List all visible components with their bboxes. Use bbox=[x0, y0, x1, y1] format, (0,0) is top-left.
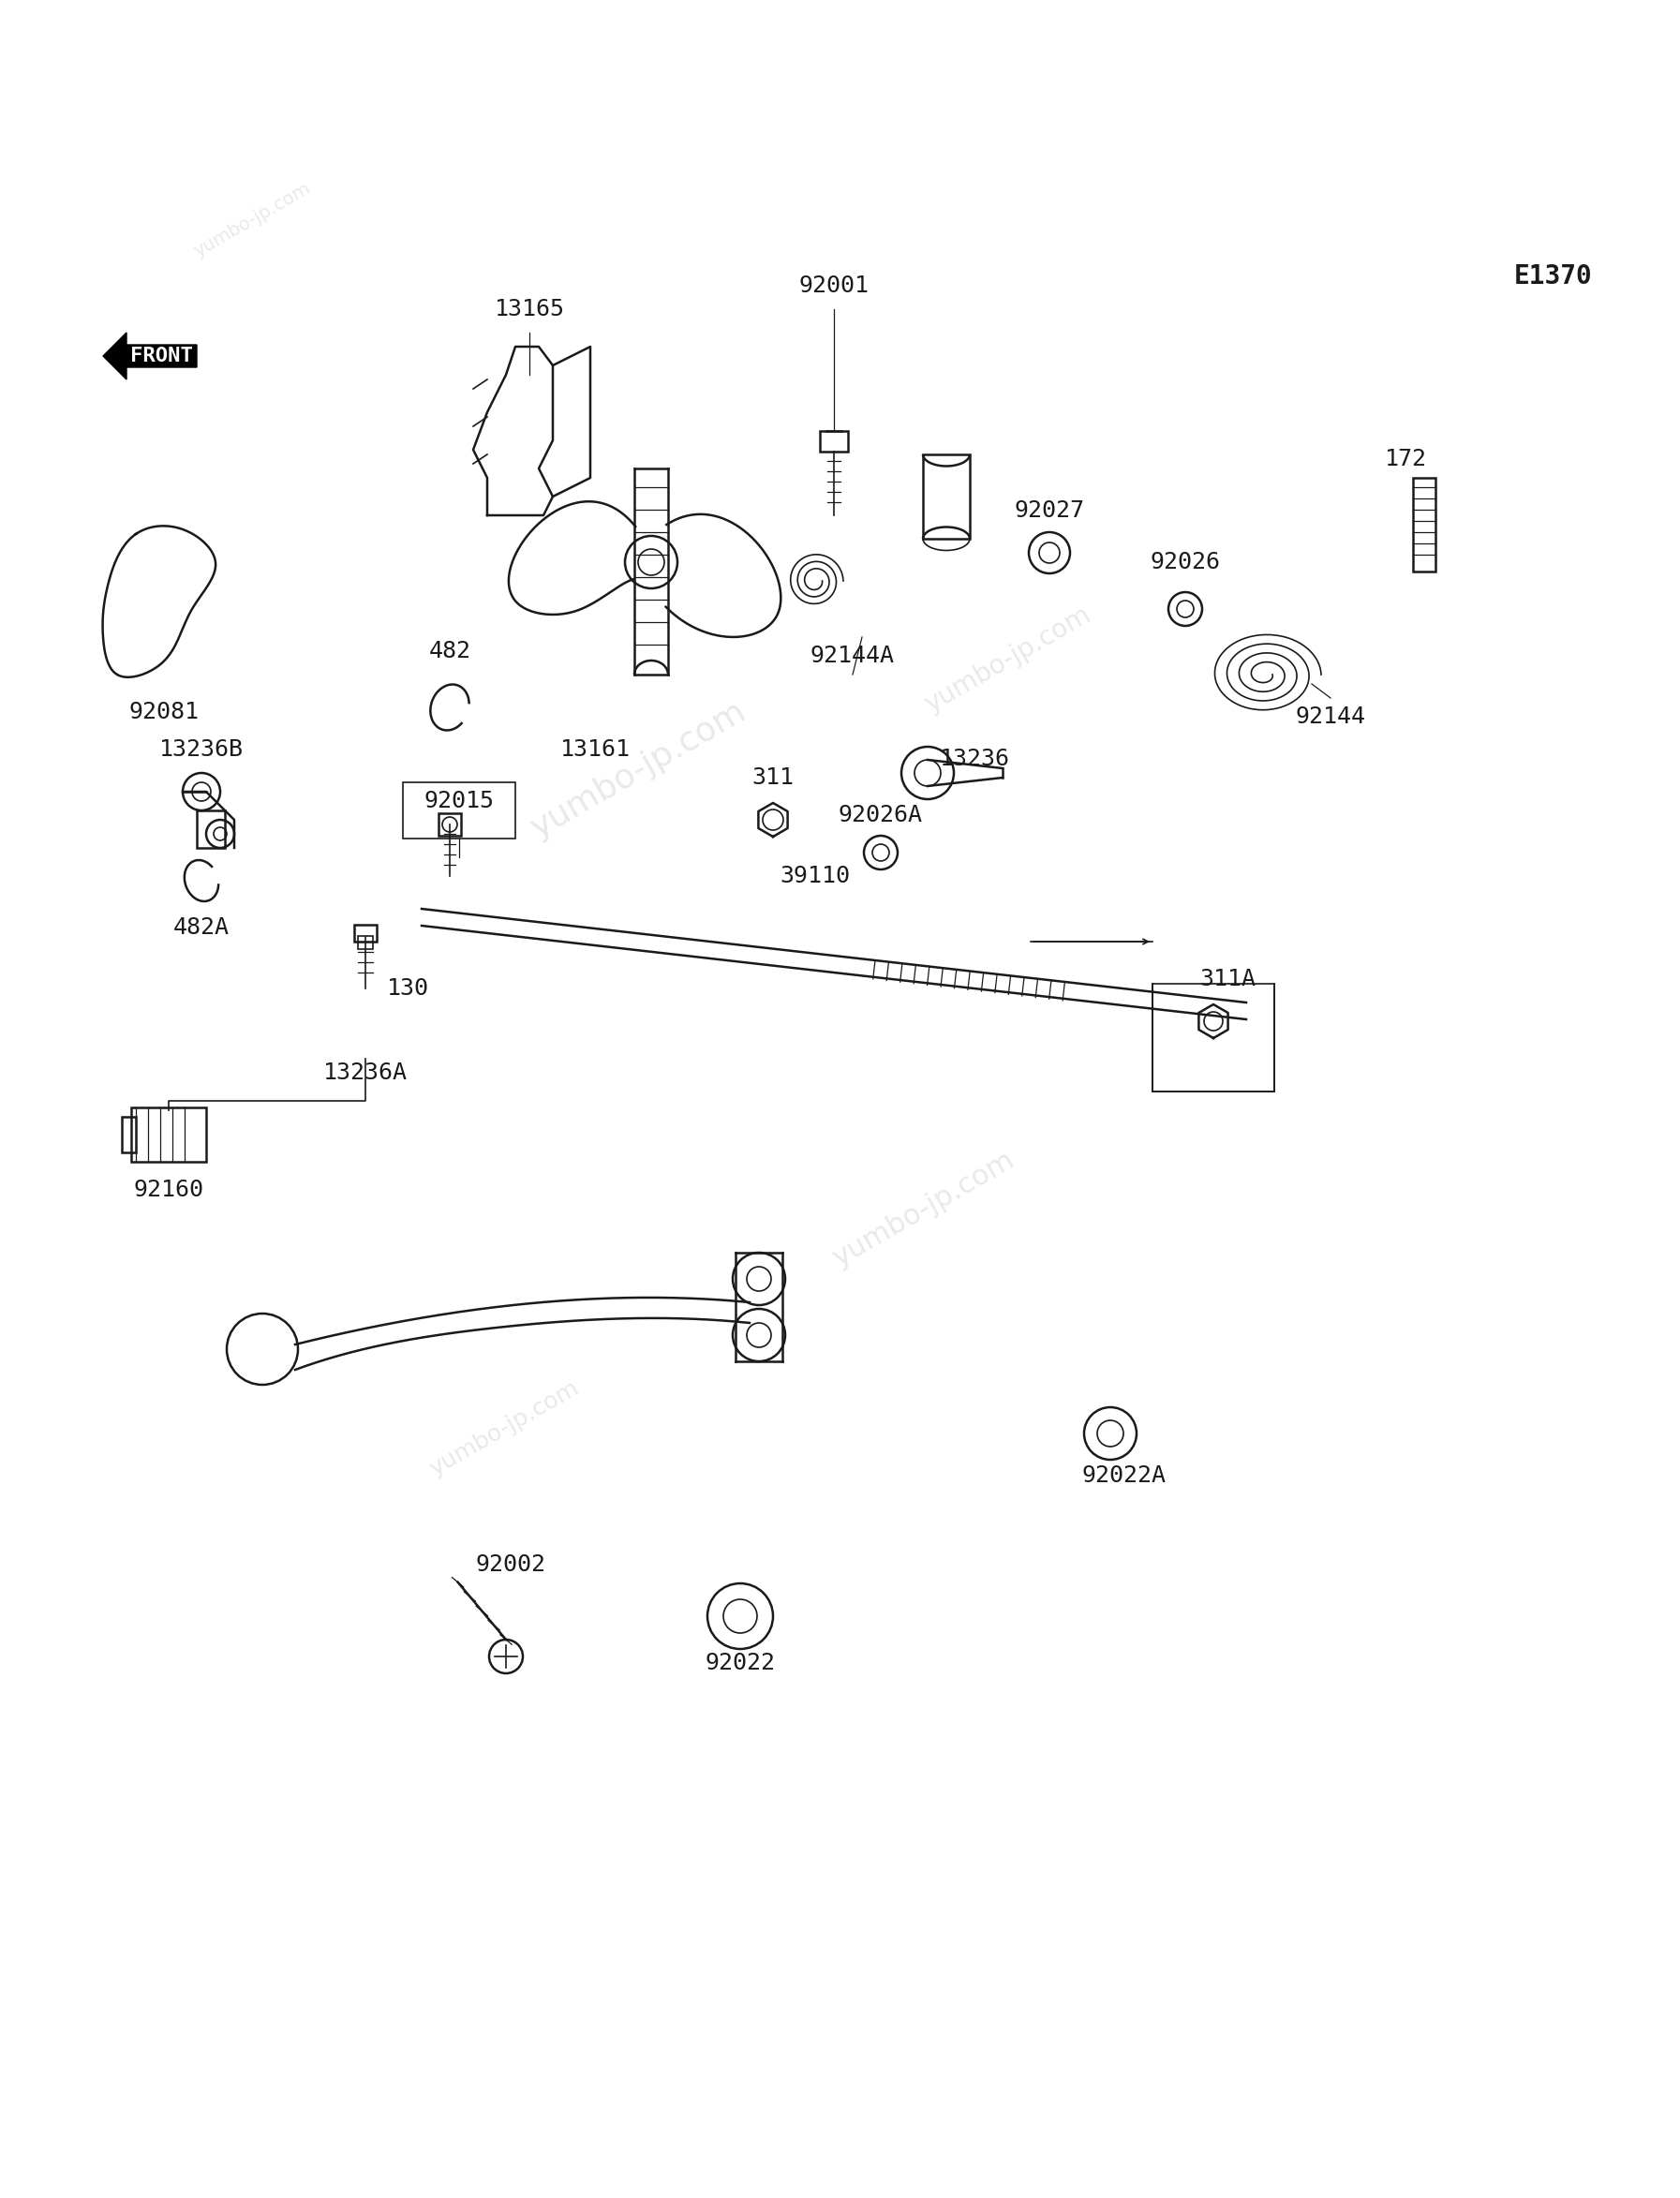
Text: 39110: 39110 bbox=[780, 864, 850, 888]
Text: 482: 482 bbox=[428, 640, 470, 662]
Text: yumbo-jp.com: yumbo-jp.com bbox=[190, 180, 314, 259]
Text: 92022: 92022 bbox=[706, 1651, 776, 1675]
Text: 92022A: 92022A bbox=[1082, 1464, 1166, 1486]
Text: 92160: 92160 bbox=[133, 1178, 203, 1200]
Text: 92081: 92081 bbox=[129, 701, 200, 723]
Text: 92026A: 92026A bbox=[838, 804, 922, 826]
Polygon shape bbox=[102, 332, 197, 380]
Text: 482A: 482A bbox=[173, 917, 230, 939]
Text: 92002: 92002 bbox=[475, 1554, 546, 1576]
Text: 130: 130 bbox=[386, 978, 428, 1000]
Text: 92026: 92026 bbox=[1151, 552, 1220, 574]
Text: E1370: E1370 bbox=[1514, 264, 1593, 290]
Text: 311: 311 bbox=[753, 767, 795, 789]
Text: 92015: 92015 bbox=[423, 789, 494, 813]
Text: yumbo-jp.com: yumbo-jp.com bbox=[921, 602, 1095, 717]
Text: yumbo-jp.com: yumbo-jp.com bbox=[526, 695, 751, 844]
Text: 13236A: 13236A bbox=[323, 1062, 408, 1084]
Text: 92144: 92144 bbox=[1295, 706, 1366, 728]
Text: 92001: 92001 bbox=[798, 275, 869, 297]
Text: FRONT: FRONT bbox=[129, 347, 193, 365]
Text: 13165: 13165 bbox=[494, 299, 564, 321]
Text: 92144A: 92144A bbox=[810, 644, 895, 666]
Text: 311A: 311A bbox=[1200, 967, 1255, 991]
Text: 172: 172 bbox=[1384, 448, 1426, 470]
Text: 13161: 13161 bbox=[559, 739, 630, 761]
Text: 13236: 13236 bbox=[939, 747, 1010, 769]
Text: yumbo-jp.com: yumbo-jp.com bbox=[425, 1376, 583, 1481]
Text: yumbo-jp.com: yumbo-jp.com bbox=[828, 1145, 1020, 1273]
Text: 92027: 92027 bbox=[1015, 499, 1085, 521]
Text: 13236B: 13236B bbox=[160, 739, 244, 761]
